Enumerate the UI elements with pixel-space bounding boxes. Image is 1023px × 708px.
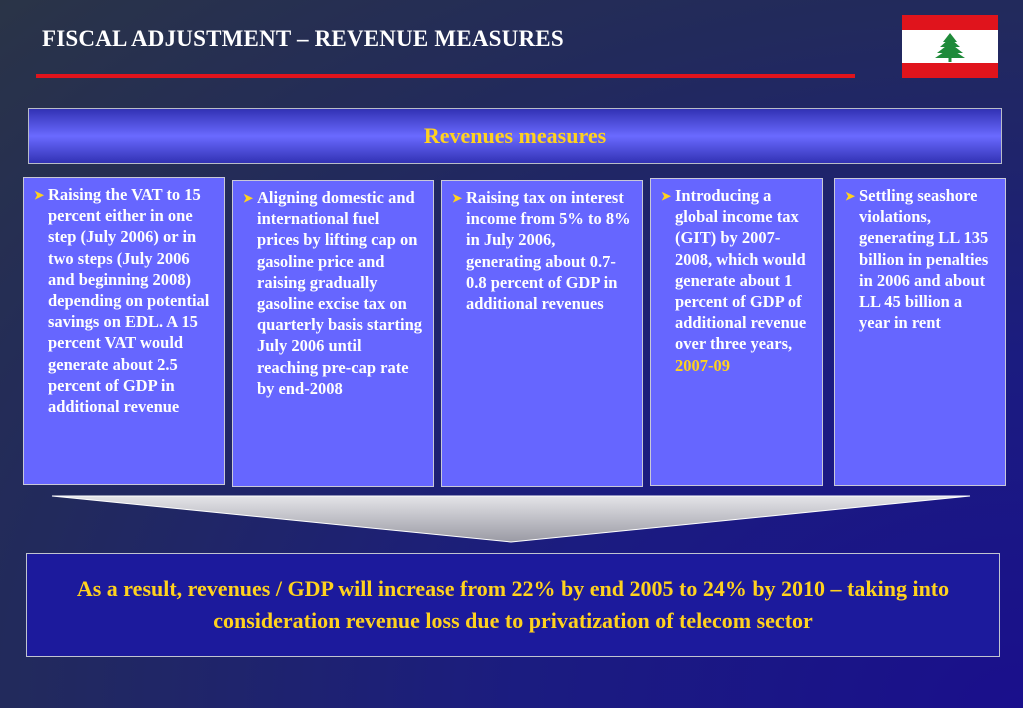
lebanon-flag-icon: [902, 15, 998, 78]
measure-card-seashore: ➤ Settling seashore violations, generati…: [834, 178, 1006, 486]
header-label: Revenues measures: [423, 123, 607, 148]
measure-text: Raising tax on interest income from 5% t…: [466, 188, 631, 314]
measure-text: Settling seashore violations, generating…: [859, 186, 989, 333]
measure-card-fuel: ➤ Aligning domestic and international fu…: [232, 180, 434, 487]
arrow-bullet-icon: ➤: [452, 191, 463, 205]
title-underline: [36, 74, 855, 78]
measure-card-interest-tax: ➤ Raising tax on interest income from 5%…: [441, 180, 643, 487]
arrow-bullet-icon: ➤: [661, 189, 672, 203]
arrow-bullet-icon: ➤: [845, 189, 856, 203]
revenue-measures-header: Revenues measures: [28, 108, 1002, 164]
measure-text: Aligning domestic and international fuel…: [257, 188, 422, 398]
slide-title: FISCAL ADJUSTMENT – REVENUE MEASURES: [42, 26, 564, 51]
measure-card-income-tax: ➤ Introducing a global income tax (GIT) …: [650, 178, 823, 486]
measure-text: Introducing a global income tax (GIT) by…: [675, 186, 807, 354]
result-text: As a result, revenues / GDP will increas…: [76, 576, 950, 633]
measure-card-vat: ➤ Raising the VAT to 15 percent either i…: [23, 177, 225, 485]
measure-highlight: 2007-09: [675, 355, 730, 375]
funnel-arrow: [50, 494, 972, 549]
arrow-bullet-icon: ➤: [34, 188, 45, 202]
measure-text: Raising the VAT to 15 percent either in …: [48, 185, 210, 417]
arrow-bullet-icon: ➤: [243, 191, 254, 205]
result-statement: As a result, revenues / GDP will increas…: [26, 553, 1000, 657]
